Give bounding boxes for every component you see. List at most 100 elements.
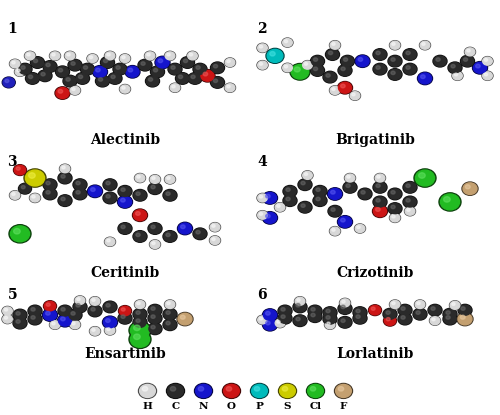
Circle shape	[330, 86, 340, 95]
Circle shape	[70, 86, 80, 94]
Text: 4: 4	[258, 155, 267, 169]
Circle shape	[194, 64, 206, 74]
Circle shape	[167, 53, 170, 56]
Circle shape	[14, 165, 26, 175]
Circle shape	[92, 299, 95, 301]
Circle shape	[352, 93, 355, 96]
Circle shape	[334, 383, 352, 398]
Circle shape	[144, 51, 156, 61]
Circle shape	[266, 214, 270, 218]
Circle shape	[59, 195, 71, 206]
Circle shape	[113, 63, 127, 75]
Circle shape	[74, 302, 86, 312]
Circle shape	[258, 211, 268, 219]
Circle shape	[279, 306, 291, 316]
Circle shape	[121, 188, 125, 191]
Circle shape	[324, 314, 336, 324]
Circle shape	[72, 88, 75, 90]
Circle shape	[384, 316, 396, 325]
Circle shape	[313, 195, 327, 206]
Circle shape	[304, 63, 308, 65]
Circle shape	[104, 326, 116, 335]
Circle shape	[133, 231, 147, 242]
Circle shape	[106, 303, 110, 307]
Circle shape	[196, 230, 200, 234]
Circle shape	[296, 317, 300, 321]
Circle shape	[71, 62, 75, 65]
Circle shape	[405, 207, 415, 215]
Circle shape	[336, 384, 351, 398]
Circle shape	[277, 205, 280, 208]
Circle shape	[165, 300, 175, 308]
Circle shape	[459, 305, 471, 315]
Circle shape	[163, 190, 177, 201]
Circle shape	[166, 311, 170, 314]
Circle shape	[374, 197, 386, 207]
Circle shape	[100, 57, 114, 68]
Circle shape	[68, 59, 82, 71]
Circle shape	[68, 309, 82, 321]
Circle shape	[464, 58, 468, 61]
Circle shape	[111, 75, 115, 78]
Circle shape	[390, 41, 400, 50]
Circle shape	[374, 173, 386, 183]
Circle shape	[88, 186, 102, 197]
Circle shape	[340, 84, 345, 88]
Circle shape	[44, 310, 57, 320]
Circle shape	[168, 384, 184, 398]
Circle shape	[275, 319, 285, 327]
Circle shape	[151, 185, 155, 189]
Circle shape	[56, 66, 70, 78]
Circle shape	[119, 223, 131, 234]
Circle shape	[164, 320, 176, 330]
Circle shape	[279, 313, 291, 323]
Circle shape	[146, 75, 160, 87]
Circle shape	[309, 306, 321, 316]
Text: 5: 5	[8, 288, 17, 302]
Circle shape	[166, 383, 184, 398]
Circle shape	[254, 387, 260, 391]
Circle shape	[454, 73, 458, 76]
Circle shape	[326, 49, 340, 60]
Circle shape	[94, 66, 106, 77]
Circle shape	[414, 300, 426, 309]
Circle shape	[19, 64, 31, 74]
Circle shape	[41, 72, 45, 76]
Circle shape	[332, 229, 335, 231]
Circle shape	[146, 76, 158, 86]
Circle shape	[328, 188, 342, 199]
Circle shape	[39, 71, 51, 81]
Circle shape	[16, 312, 20, 315]
Circle shape	[296, 303, 300, 307]
Circle shape	[137, 176, 140, 178]
Circle shape	[330, 86, 340, 94]
Circle shape	[164, 190, 176, 200]
Circle shape	[31, 308, 35, 311]
Circle shape	[227, 60, 230, 63]
Circle shape	[310, 65, 324, 76]
Circle shape	[328, 51, 332, 55]
Circle shape	[389, 69, 401, 80]
Circle shape	[257, 211, 268, 220]
Circle shape	[214, 64, 218, 68]
Circle shape	[120, 85, 130, 93]
Text: Ensartinib: Ensartinib	[84, 347, 166, 361]
Circle shape	[10, 191, 20, 199]
Circle shape	[104, 237, 116, 247]
Circle shape	[449, 63, 461, 73]
Text: Ceritinib: Ceritinib	[90, 266, 160, 280]
Circle shape	[133, 190, 147, 201]
Circle shape	[193, 228, 207, 239]
Circle shape	[139, 60, 151, 70]
Circle shape	[301, 204, 305, 208]
Circle shape	[264, 212, 276, 223]
Circle shape	[282, 38, 293, 47]
Circle shape	[401, 307, 405, 310]
Circle shape	[137, 302, 140, 305]
Circle shape	[28, 173, 35, 178]
Circle shape	[184, 59, 188, 63]
Circle shape	[340, 55, 354, 67]
Circle shape	[90, 297, 100, 305]
Circle shape	[84, 66, 87, 69]
Circle shape	[299, 180, 311, 190]
